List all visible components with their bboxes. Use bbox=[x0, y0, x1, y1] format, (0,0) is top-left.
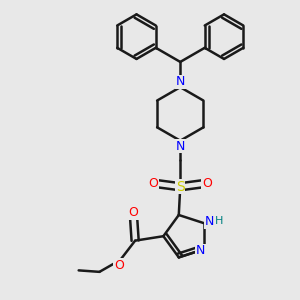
Text: O: O bbox=[129, 206, 139, 219]
Text: S: S bbox=[176, 180, 184, 194]
Text: N: N bbox=[176, 75, 185, 88]
Text: O: O bbox=[148, 177, 158, 190]
Text: O: O bbox=[202, 177, 212, 190]
Text: N: N bbox=[196, 244, 206, 257]
Text: H: H bbox=[215, 216, 223, 226]
Text: N: N bbox=[176, 140, 185, 152]
Text: O: O bbox=[114, 259, 124, 272]
Text: N: N bbox=[204, 215, 214, 228]
